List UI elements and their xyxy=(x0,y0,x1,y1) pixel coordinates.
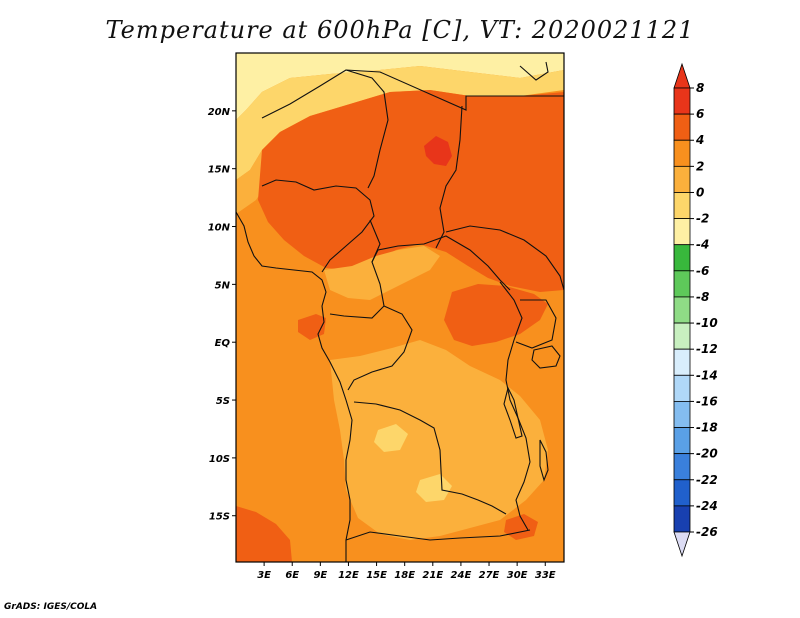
mild-region-south xyxy=(330,340,548,540)
colorbar-bottom-arrow xyxy=(673,531,691,558)
colorbar-label: 2 xyxy=(696,159,704,173)
colorbar-label: -8 xyxy=(696,290,709,304)
colorbar-swatch xyxy=(673,113,691,141)
cool-pocket-2 xyxy=(416,474,452,502)
colorbar-top-arrow xyxy=(673,62,691,89)
border-car xyxy=(371,235,511,291)
border-libya-chad xyxy=(345,69,564,111)
warm-patch-guinea xyxy=(298,314,326,340)
lat-tick-label: 10N xyxy=(208,223,231,234)
colorbar-swatch xyxy=(673,244,691,272)
longitude-axis: 3E 6E 9E 12E 15E 18E 21E 24E 27E 30E 33E xyxy=(257,562,556,581)
lat-tick-label: EQ xyxy=(215,338,231,349)
border-angola xyxy=(353,401,507,515)
colorbar-swatch xyxy=(673,348,691,376)
country-borders xyxy=(235,61,565,562)
border-uganda xyxy=(515,299,557,349)
lon-tick-label: 3E xyxy=(257,570,271,581)
lon-tick-label: 18E xyxy=(394,570,415,581)
border-congo xyxy=(347,305,413,391)
colorbar-swatch xyxy=(673,479,691,507)
colorbar-label: 0 xyxy=(696,185,704,199)
border-sudan-south xyxy=(445,225,565,291)
map-title: Temperature at 600hPa [C], VT: 202002112… xyxy=(105,16,695,44)
colorbar-swatch xyxy=(673,505,691,533)
cool-pocket-1 xyxy=(374,424,408,452)
colorbar-swatch xyxy=(673,374,691,402)
lat-tick-label: 15N xyxy=(208,165,231,176)
lat-tick-label: 15S xyxy=(209,512,230,523)
lat-tick-label: 10S xyxy=(209,454,230,465)
border-eritrea xyxy=(519,61,549,81)
mild-region-central xyxy=(324,246,440,300)
lake-victoria xyxy=(531,345,561,369)
lat-tick-label: 20N xyxy=(208,107,231,118)
colorbar: 8 6 4 2 0 -2 -4 -6 -8 -10 -12 -14 -16 -18 -20 -22 -24 -26 xyxy=(673,62,718,558)
lake-malawi xyxy=(539,439,549,482)
border-niger xyxy=(261,69,389,189)
border-angola-south xyxy=(345,529,531,541)
border-cameroon xyxy=(329,219,385,319)
colorbar-swatch xyxy=(673,218,691,246)
border-chad-sudan xyxy=(435,105,463,249)
lon-tick-label: 30E xyxy=(507,570,528,581)
colorbar-swatch xyxy=(673,192,691,219)
colorbar-label: 4 xyxy=(695,133,704,147)
colorbar-label: -18 xyxy=(696,421,718,435)
border-drc-east xyxy=(499,281,531,531)
lon-tick-label: 21E xyxy=(422,570,443,581)
lat-tick-label: 5S xyxy=(216,396,230,407)
warm-region-southwest xyxy=(236,506,292,562)
lon-tick-label: 12E xyxy=(338,570,359,581)
colorbar-swatch xyxy=(673,453,691,481)
cold-region-north xyxy=(236,53,564,120)
colorbar-swatch xyxy=(673,296,691,324)
colorbar-label: -6 xyxy=(696,264,709,278)
colorbar-swatch xyxy=(673,427,691,455)
colorbar-swatch xyxy=(673,270,691,298)
cool-region-northwest xyxy=(236,66,564,180)
colorbar-label: -4 xyxy=(696,238,709,252)
credit-label: GrADS: IGES/COLA xyxy=(4,602,98,612)
warm-region-sahel xyxy=(258,90,564,292)
lon-tick-label: 24E xyxy=(451,570,472,581)
colorbar-label: -14 xyxy=(696,368,718,382)
lon-tick-label: 33E xyxy=(535,570,556,581)
hot-core-chad xyxy=(424,136,452,166)
latitude-axis: 20N 15N 10N 5N EQ 5S 10S 15S xyxy=(208,107,236,523)
colorbar-label: -16 xyxy=(696,394,718,408)
colorbar-swatch xyxy=(673,322,691,350)
lat-tick-label: 5N xyxy=(215,280,231,291)
lon-tick-label: 9E xyxy=(313,570,327,581)
colorbar-swatch xyxy=(673,139,691,167)
lake-tanganyika xyxy=(503,386,523,439)
colorbar-label: -26 xyxy=(696,525,718,539)
lon-tick-label: 15E xyxy=(366,570,387,581)
colorbar-swatch xyxy=(673,401,691,428)
colorbar-label: -22 xyxy=(696,473,718,487)
colorbar-label: 6 xyxy=(696,107,704,121)
colorbar-label: 8 xyxy=(696,81,704,95)
colorbar-label: -12 xyxy=(696,342,718,356)
colorbar-swatch xyxy=(673,165,691,193)
map-frame xyxy=(235,52,565,563)
lon-tick-label: 27E xyxy=(479,570,500,581)
colorbar-label: -10 xyxy=(696,316,718,330)
colorbar-label: -20 xyxy=(696,447,718,461)
lon-tick-label: 6E xyxy=(285,570,299,581)
colorbar-label: -24 xyxy=(696,499,718,513)
temperature-field xyxy=(236,53,564,562)
colorbar-swatch xyxy=(673,87,691,115)
border-nigeria xyxy=(261,179,375,273)
colorbar-label: -2 xyxy=(696,212,709,226)
coastline-west-africa xyxy=(235,211,353,562)
